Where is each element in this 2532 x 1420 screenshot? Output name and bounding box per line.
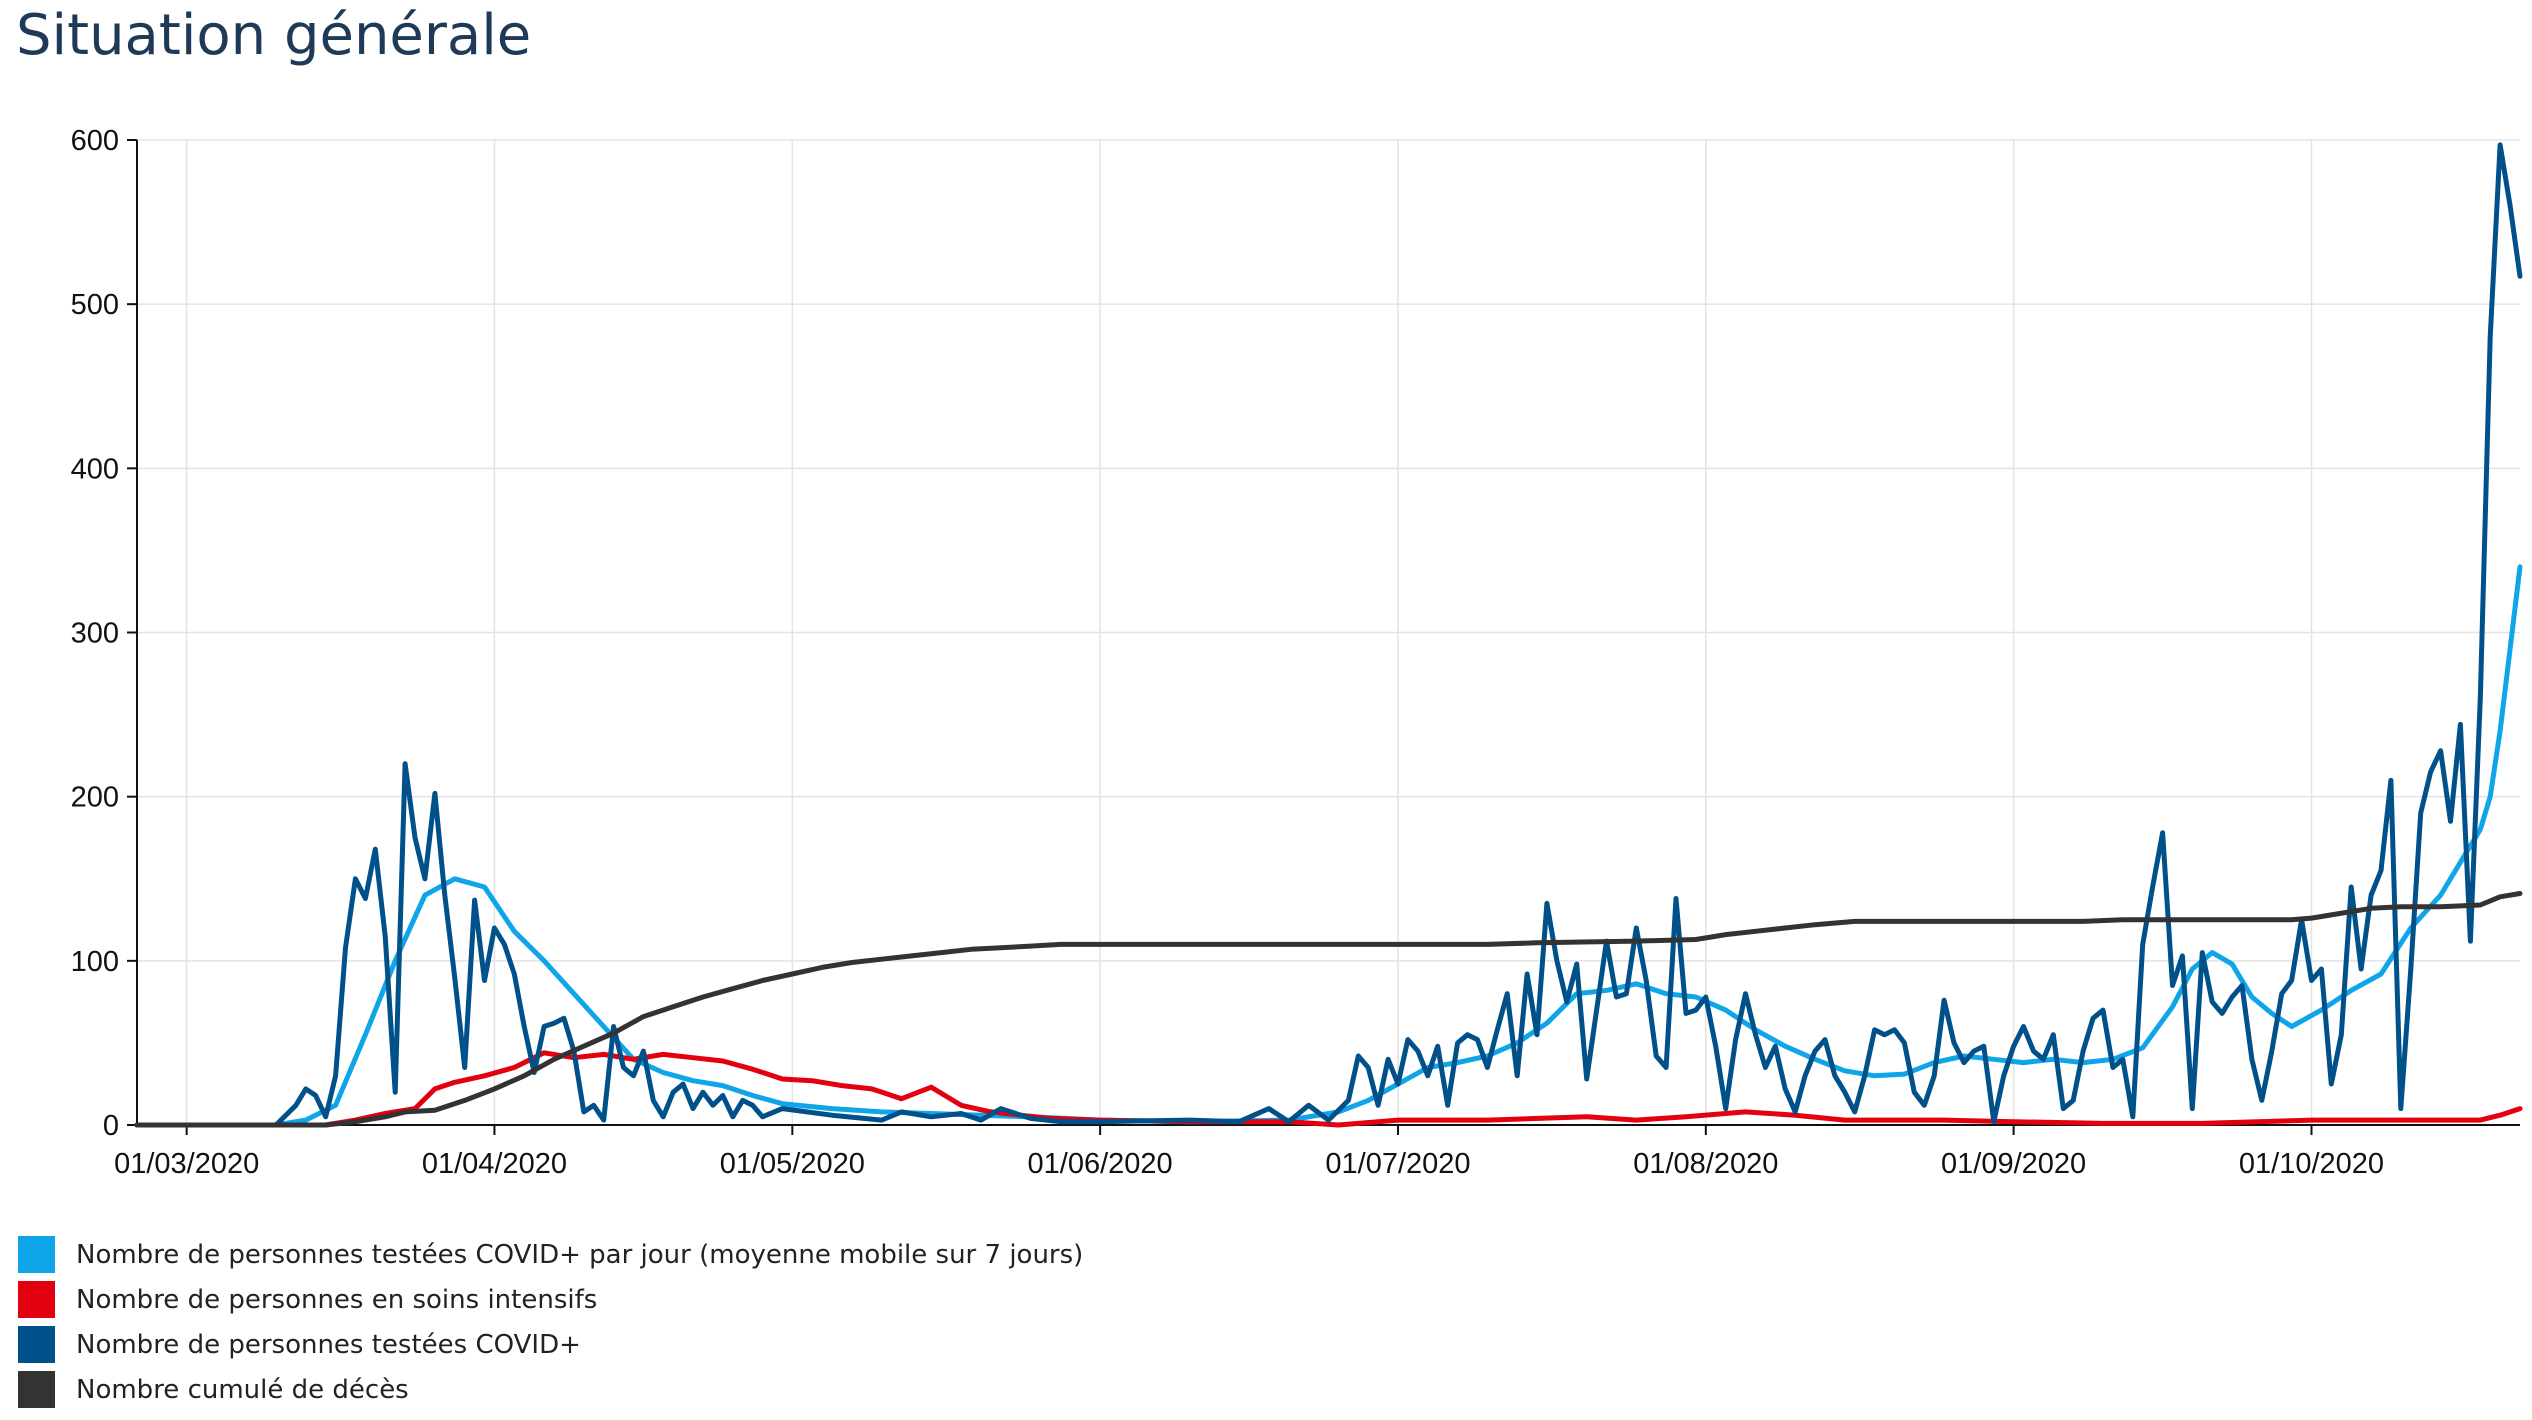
legend-item-avg-positive[interactable]: Nombre de personnes testées COVID+ par j… — [18, 1232, 1083, 1277]
x-tick-label: 01/10/2020 — [2239, 1148, 2384, 1180]
series-line-intensive-care — [134, 1050, 2523, 1128]
y-tick-label: 200 — [71, 782, 119, 814]
legend: Nombre de personnes testées COVID+ par j… — [18, 1232, 1083, 1412]
x-tick-label: 01/06/2020 — [1028, 1148, 1173, 1180]
grid — [137, 139, 2520, 1125]
legend-item-positive-tests[interactable]: Nombre de personnes testées COVID+ — [18, 1322, 1083, 1367]
legend-swatch — [18, 1326, 55, 1363]
axes: 0 100 200 300 400 500 600 01/03/2020 01/04/2020 0… — [71, 125, 2520, 1180]
x-tick-label: 01/04/2020 — [422, 1148, 567, 1180]
y-tick-label: 300 — [71, 618, 119, 650]
series-lines — [134, 142, 2523, 1128]
y-tick-label: 600 — [71, 125, 119, 157]
x-tick-label: 01/08/2020 — [1633, 1148, 1778, 1180]
x-tick-label: 01/05/2020 — [720, 1148, 865, 1180]
legend-label: Nombre de personnes testées COVID+ — [76, 1329, 581, 1360]
legend-item-intensive-care[interactable]: Nombre de personnes en soins intensifs — [18, 1277, 1083, 1322]
series-line-positive-tests — [134, 142, 2523, 1128]
y-tick-label: 0 — [103, 1110, 119, 1142]
y-tick-label: 400 — [71, 453, 119, 485]
x-tick-label: 01/03/2020 — [114, 1148, 259, 1180]
legend-item-cumulative-deaths[interactable]: Nombre cumulé de décès — [18, 1367, 1083, 1412]
series-line-cumulative-deaths — [134, 891, 2523, 1128]
legend-swatch — [18, 1236, 55, 1273]
legend-swatch — [18, 1281, 55, 1318]
legend-swatch — [18, 1371, 55, 1408]
y-tick-label: 500 — [71, 289, 119, 321]
x-tick-label: 01/07/2020 — [1325, 1148, 1470, 1180]
y-tick-label: 100 — [71, 946, 119, 978]
x-tick-label: 01/09/2020 — [1941, 1148, 2086, 1180]
legend-label: Nombre cumulé de décès — [76, 1374, 409, 1405]
line-chart: 0 100 200 300 400 500 600 01/03/2020 01/04/2020 0… — [71, 125, 2523, 1180]
chart-title: Situation générale — [16, 3, 532, 68]
series-line-avg-positive — [134, 564, 2523, 1128]
legend-label: Nombre de personnes testées COVID+ par j… — [76, 1239, 1084, 1270]
legend-label: Nombre de personnes en soins intensifs — [76, 1284, 598, 1315]
